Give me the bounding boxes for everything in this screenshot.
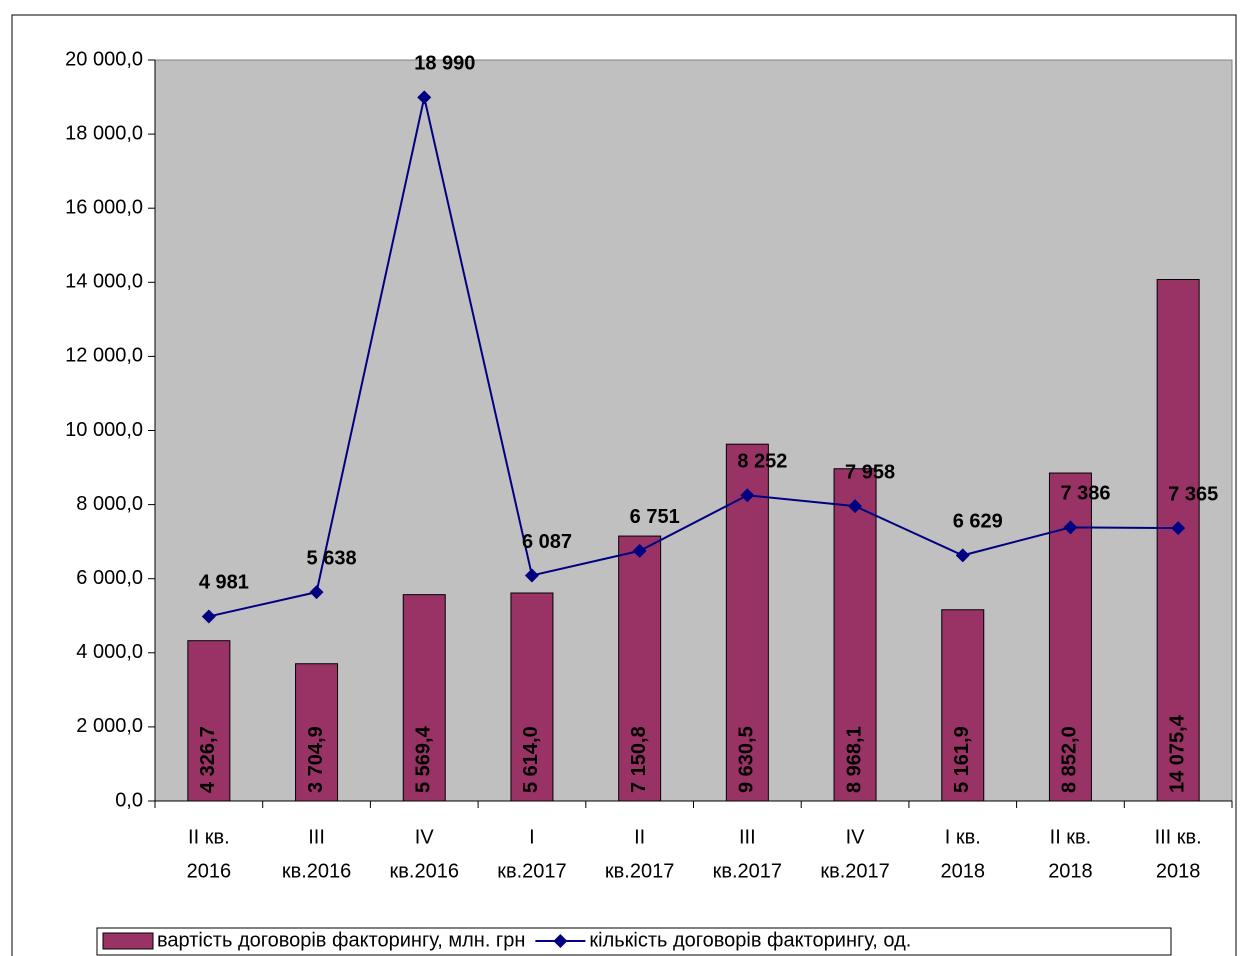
- bar-label: 4 326,7: [197, 726, 219, 793]
- x-tick-label: II кв.: [188, 826, 230, 848]
- x-tick-label: кв.2017: [820, 860, 889, 882]
- y-tick-label: 18 000,0: [65, 122, 143, 144]
- y-tick-label: 8 000,0: [76, 493, 143, 515]
- bar: [833, 468, 877, 802]
- bar-label: 5 161,9: [951, 726, 973, 793]
- marker: [309, 585, 324, 600]
- marker: [524, 568, 539, 583]
- y-tick-label: 4 000,0: [76, 641, 143, 663]
- bar-label: 3 704,9: [305, 726, 327, 793]
- y-tick-label: 16 000,0: [65, 196, 143, 218]
- line: [208, 97, 1179, 618]
- x-tick-label: 2016: [187, 860, 232, 882]
- marker: [1171, 521, 1186, 536]
- point-label: 4 981: [199, 572, 249, 594]
- point-label: 5 638: [307, 547, 357, 569]
- bar: [725, 443, 769, 802]
- point-label: 6 629: [953, 511, 1003, 533]
- marker: [848, 499, 863, 514]
- y-tick-label: 2 000,0: [76, 715, 143, 737]
- x-tick-label: кв.2017: [605, 860, 674, 882]
- bar: [1156, 279, 1200, 802]
- bar: [187, 640, 231, 802]
- bar-label: 8 968,1: [843, 726, 865, 793]
- bar-label: 8 852,0: [1059, 726, 1081, 793]
- x-tick-label: III: [739, 826, 756, 848]
- marker: [201, 609, 216, 624]
- x-tick-label: кв.2017: [713, 860, 782, 882]
- point-label: 7 365: [1168, 483, 1218, 505]
- x-tick-label: I кв.: [945, 826, 981, 848]
- bar-label: 14 075,4: [1166, 714, 1188, 793]
- legend-box: [96, 927, 1172, 956]
- x-tick-label: I: [529, 826, 535, 848]
- bar-label: 9 630,5: [736, 726, 758, 793]
- marker: [417, 90, 432, 105]
- legend-marker: [553, 934, 568, 948]
- x-tick-label: кв.2016: [282, 860, 351, 882]
- legend-swatch: [102, 932, 154, 950]
- bar-label: 5 569,4: [413, 725, 435, 793]
- x-tick-label: IV: [846, 826, 866, 848]
- y-tick-label: 10 000,0: [65, 419, 143, 441]
- marker: [955, 548, 970, 563]
- bar-label: 5 614,0: [520, 726, 542, 793]
- x-tick-label: II кв.: [1050, 826, 1092, 848]
- point-label: 8 252: [737, 451, 787, 473]
- x-tick-label: кв.2017: [497, 860, 566, 882]
- x-tick-label: III: [308, 826, 325, 848]
- point-label: 18 990: [414, 53, 475, 75]
- bar: [295, 663, 339, 802]
- x-tick-label: 2018: [1156, 860, 1201, 882]
- marker: [1063, 520, 1078, 535]
- point-label: 6 751: [630, 506, 680, 528]
- bar: [941, 609, 985, 802]
- bar-label: 7 150,8: [628, 726, 650, 793]
- marker: [740, 488, 755, 503]
- legend-label: кількість договорів факторингу, од.: [589, 929, 911, 951]
- point-label: 7 958: [845, 461, 895, 483]
- legend-label: вартість договорів факторингу, млн. грн: [157, 929, 525, 951]
- x-tick-label: кв.2016: [390, 860, 459, 882]
- point-label: 6 087: [522, 531, 572, 553]
- marker: [632, 543, 647, 558]
- x-tick-label: IV: [415, 826, 435, 848]
- bar: [402, 594, 446, 802]
- y-tick-label: 6 000,0: [76, 567, 143, 589]
- y-tick-label: 12 000,0: [65, 345, 143, 367]
- x-tick-label: 2018: [941, 860, 986, 882]
- x-tick-label: III кв.: [1155, 826, 1202, 848]
- bar: [618, 535, 662, 802]
- x-tick-label: 2018: [1048, 860, 1093, 882]
- y-tick-label: 14 000,0: [65, 271, 143, 293]
- bar: [510, 592, 554, 802]
- y-tick-label: 0,0: [115, 789, 143, 811]
- x-tick-label: II: [634, 826, 645, 848]
- point-label: 7 386: [1060, 483, 1110, 505]
- y-tick-label: 20 000,0: [65, 48, 143, 70]
